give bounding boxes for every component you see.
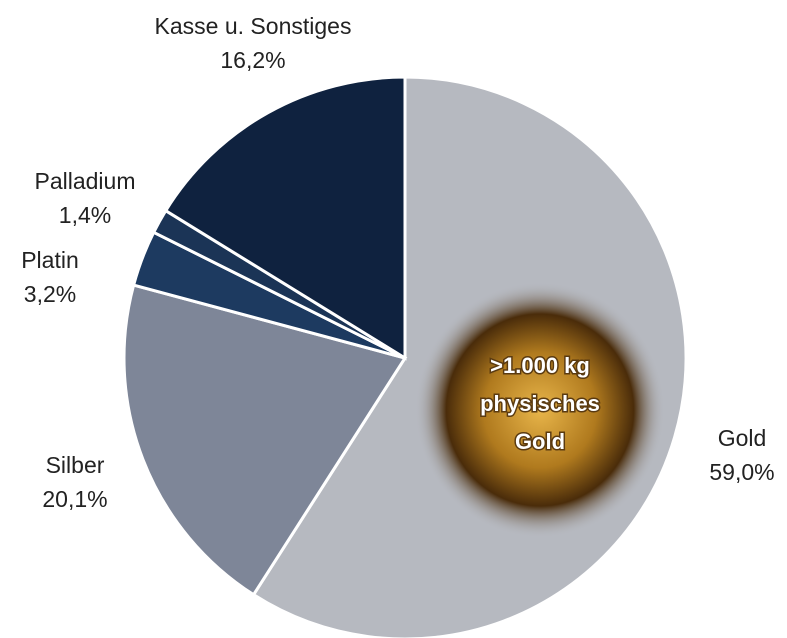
value-label: 20,1% <box>42 486 107 512</box>
value-label: 16,2% <box>220 47 285 73</box>
annotation: >1.000 kg <box>490 353 590 378</box>
value-label: 59,0% <box>709 459 774 485</box>
slice-label: Silber <box>46 452 105 478</box>
slice-label: Palladium <box>35 168 136 194</box>
value-label: 1,4% <box>59 202 111 228</box>
slice-label: Kasse u. Sonstiges <box>155 13 352 39</box>
value-label: 3,2% <box>24 281 76 307</box>
gold-image <box>415 282 665 538</box>
pie-slice <box>122 283 408 597</box>
annotation: physisches <box>480 391 600 416</box>
annotation: Gold <box>515 429 565 454</box>
slice-label: Platin <box>21 247 79 273</box>
pie-slice <box>163 75 407 361</box>
slice-label: Gold <box>718 425 767 451</box>
